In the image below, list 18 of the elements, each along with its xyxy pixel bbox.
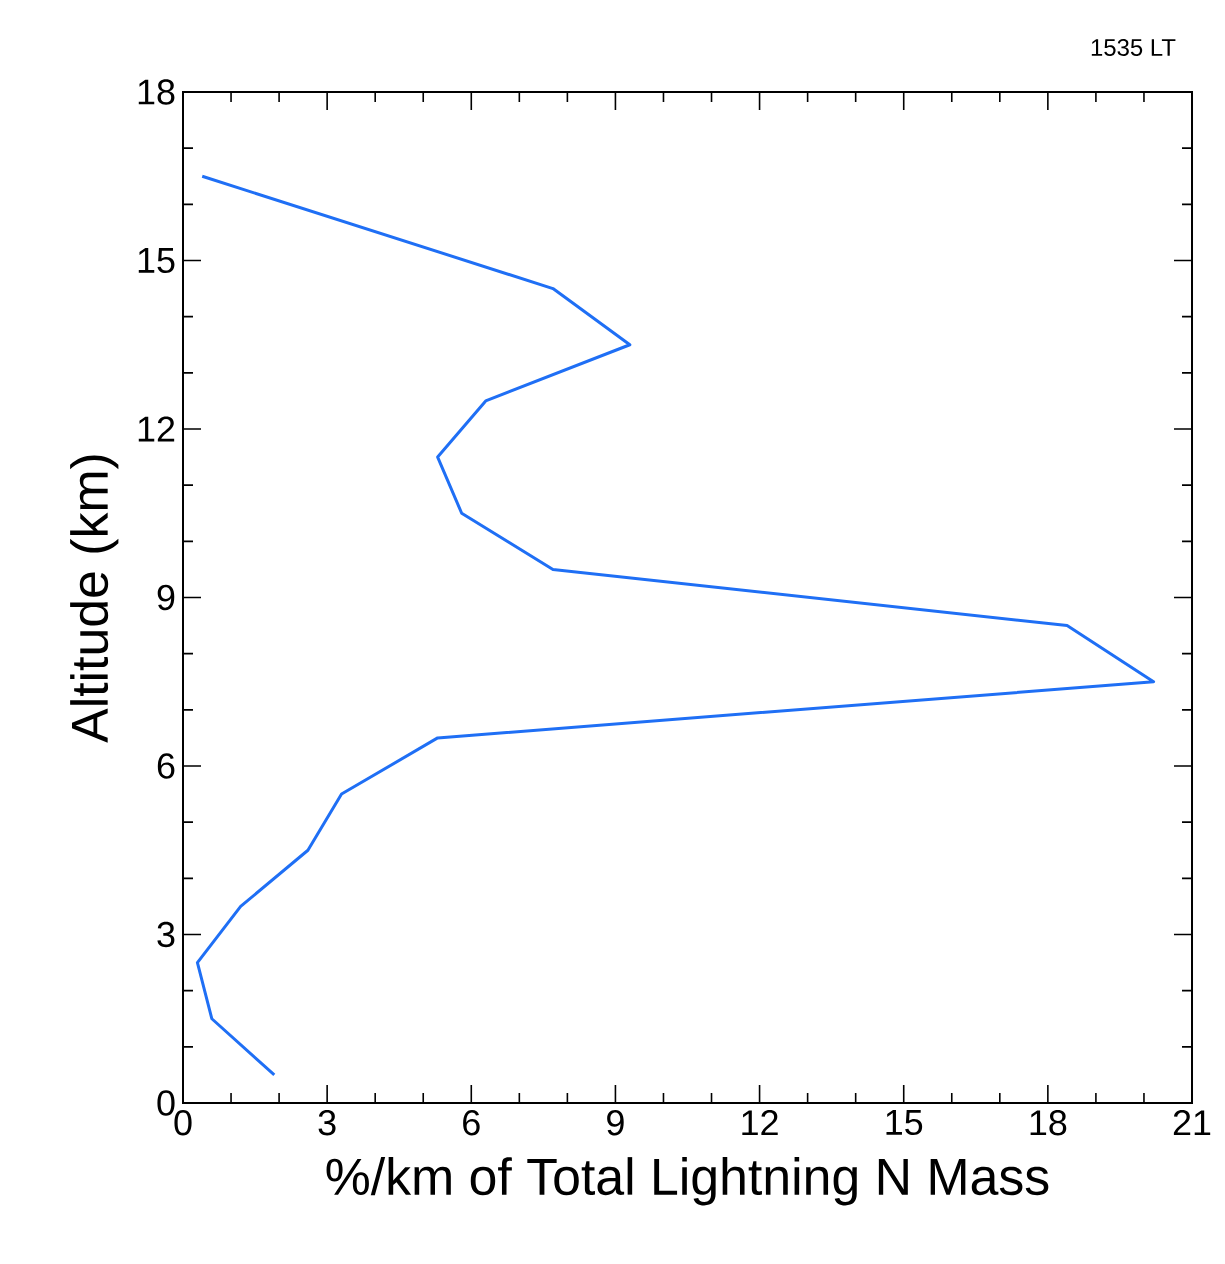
y-tick-label: 15 (138, 247, 175, 273)
x-tick-label: 21 (1173, 1110, 1211, 1136)
x-tick-label: 18 (1030, 1110, 1067, 1136)
y-tick-label: 0 (157, 1090, 175, 1116)
y-tick-label: 18 (138, 79, 175, 105)
x-tick-label: 9 (607, 1110, 624, 1136)
y-tick-label: 9 (157, 584, 175, 611)
x-axis-title: %/km of Total Lightning N Mass (326, 1157, 1049, 1206)
y-tick-label: 12 (138, 416, 175, 442)
y-axis-title: Altitude (km) (70, 455, 119, 743)
text: 1535 LT (1091, 39, 1176, 56)
y-tick-label: 6 (157, 753, 175, 779)
x-tick-label: 6 (463, 1110, 480, 1136)
x-tick-label: 0 (174, 1110, 192, 1136)
y-tick-label: 3 (157, 921, 175, 948)
x-tick-label: 15 (886, 1110, 923, 1136)
x-tick-label: 3 (318, 1110, 336, 1136)
x-tick-label: 12 (742, 1110, 778, 1136)
